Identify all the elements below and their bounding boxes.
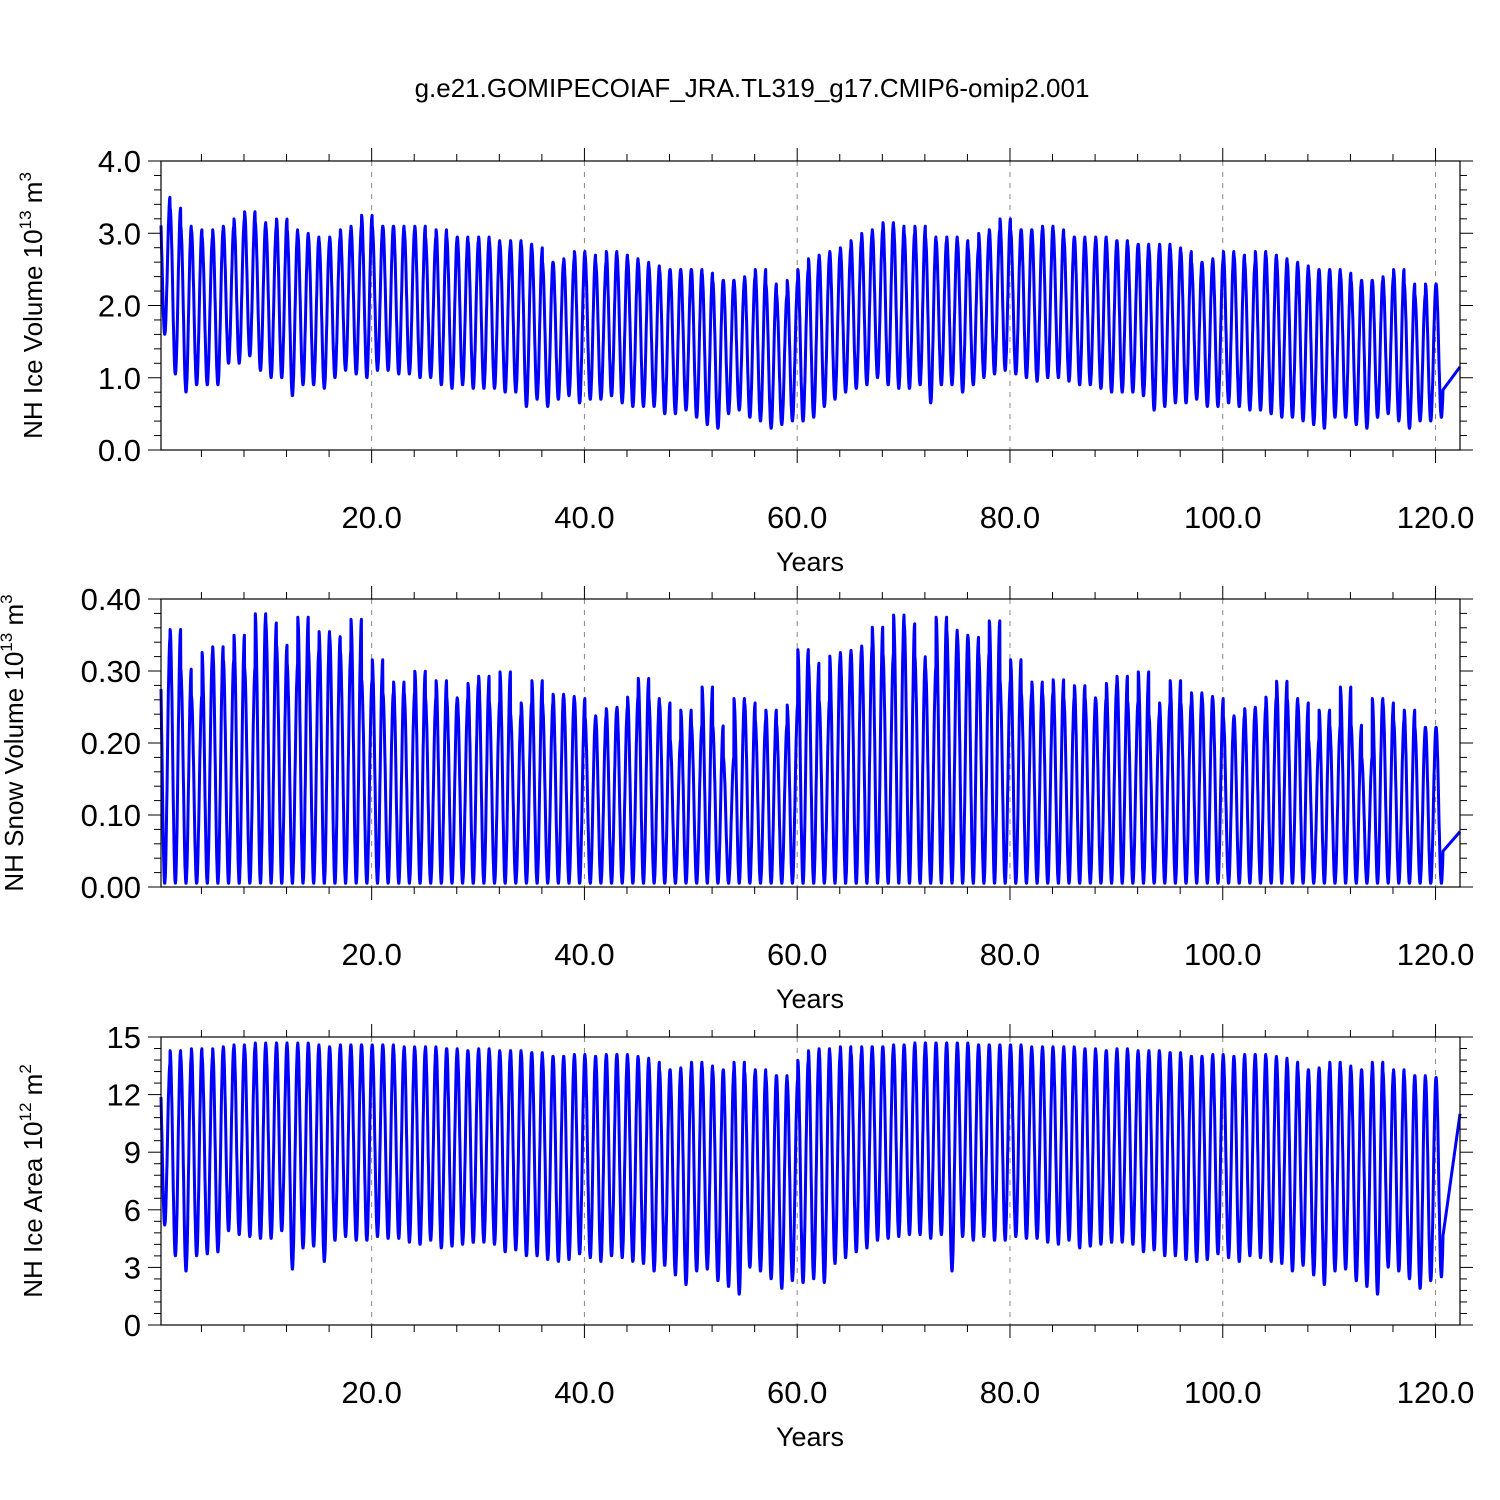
y-tick-label: 0.10 (81, 798, 141, 833)
x-tick-label: 80.0 (980, 937, 1040, 972)
y-tick-label: 6 (124, 1193, 141, 1228)
y-axis-title: NH Ice Area 1012 m2 (16, 1064, 48, 1298)
y-axis-title: NH Snow Volume 1013 m3 (0, 594, 29, 891)
x-tick-label: 40.0 (554, 937, 614, 972)
x-tick-label: 120.0 (1397, 1375, 1475, 1410)
panels: 20.0 40.0 60.0 80.0 100.0 120.0 0.0 1.0 2.0 3.0 4.… (0, 144, 1474, 1452)
x-tick-label: 20.0 (341, 1375, 401, 1410)
y-tick-label: 3.0 (98, 216, 141, 251)
y-axis-title-unit: m (18, 182, 48, 211)
y-axis-title-sup: 13 (16, 210, 35, 229)
y-tick-label: 12 (107, 1078, 141, 1113)
y-axis-title-unit: m (18, 1074, 48, 1103)
y-axis-title-sup: 12 (16, 1103, 35, 1122)
x-tick-label: 40.0 (554, 1375, 614, 1410)
x-tick-label: 20.0 (341, 937, 401, 972)
panel-2: 20.0 40.0 60.0 80.0 100.0 120.0 0.00 0.10 0.20 0.… (0, 582, 1474, 1014)
series-line (159, 1041, 1462, 1296)
y-tick-label: 15 (107, 1020, 141, 1055)
y-tick-label: 0.30 (81, 654, 141, 689)
y-tick-label: 4.0 (98, 144, 141, 179)
plot-frame (160, 1036, 1461, 1326)
x-tick-label: 100.0 (1184, 1375, 1262, 1410)
x-axis-title: Years (776, 984, 844, 1014)
x-tick-label: 80.0 (980, 1375, 1040, 1410)
x-tick-label: 80.0 (980, 500, 1040, 535)
x-tick-label: 120.0 (1397, 937, 1475, 972)
y-axis-title: NH Ice Volume 1013 m3 (16, 172, 48, 439)
x-tick-label: 60.0 (767, 937, 827, 972)
x-tick-label: 60.0 (767, 1375, 827, 1410)
y-tick-label: 0 (124, 1308, 141, 1343)
y-tick-label: 2.0 (98, 289, 141, 324)
x-axis-title: Years (776, 547, 844, 577)
y-axis-title-sup: 13 (0, 633, 16, 652)
y-tick-label: 0.0 (98, 433, 141, 468)
panel-3: 20.0 40.0 60.0 80.0 100.0 120.0 0 3 6 9 12 15 Years N… (16, 1020, 1474, 1452)
x-tick-label: 20.0 (341, 500, 401, 535)
x-tick-label: 60.0 (767, 500, 827, 535)
x-tick-label: 40.0 (554, 500, 614, 535)
y-tick-label: 0.20 (81, 726, 141, 761)
y-axis-title-unit: m (0, 604, 29, 633)
y-axis-title-unit-sup: 3 (0, 594, 16, 603)
figure-title: g.e21.GOMIPECOIAF_JRA.TL319_g17.CMIP6-om… (415, 73, 1090, 103)
y-tick-label: 3 (124, 1250, 141, 1285)
x-tick-label: 120.0 (1397, 500, 1475, 535)
x-tick-label: 100.0 (1184, 500, 1262, 535)
y-tick-label: 0.00 (81, 870, 141, 905)
series-line (159, 612, 1462, 885)
x-axis-title: Years (776, 1422, 844, 1452)
y-axis-title-unit-sup: 3 (16, 172, 35, 181)
y-axis-title-main: NH Ice Volume 10 (18, 229, 48, 439)
y-tick-label: 9 (124, 1135, 141, 1170)
y-axis-title-main: NH Snow Volume 10 (0, 652, 29, 892)
y-axis-title-main: NH Ice Area 10 (18, 1121, 48, 1297)
y-axis-title-unit-sup: 2 (16, 1064, 35, 1073)
x-tick-label: 100.0 (1184, 937, 1262, 972)
panel-1: 20.0 40.0 60.0 80.0 100.0 120.0 0.0 1.0 2.0 3.0 4.… (16, 144, 1474, 577)
series-line (159, 195, 1462, 430)
y-tick-label: 1.0 (98, 361, 141, 396)
y-tick-label: 0.40 (81, 582, 141, 617)
